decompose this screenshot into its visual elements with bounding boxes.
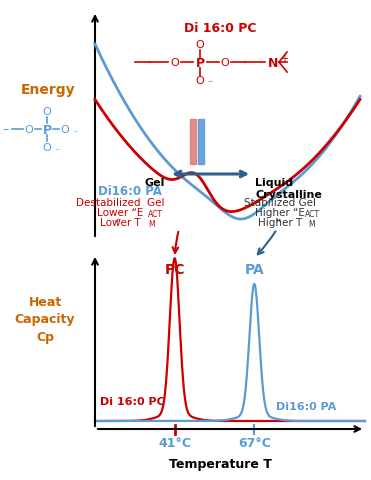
- Text: 67°C: 67°C: [238, 436, 271, 449]
- Text: Lower “E: Lower “E: [97, 207, 143, 217]
- Text: O: O: [196, 76, 204, 86]
- Text: Heat
Capacity
Cp: Heat Capacity Cp: [15, 296, 75, 343]
- Text: O: O: [171, 58, 179, 68]
- Text: Di 16:0 PC: Di 16:0 PC: [100, 396, 165, 406]
- Text: ACT: ACT: [305, 210, 320, 218]
- Text: ⁻: ⁻: [207, 79, 212, 89]
- Text: ”: ”: [275, 217, 280, 228]
- Text: Di16:0 PA: Di16:0 PA: [276, 401, 336, 411]
- Text: M: M: [148, 219, 155, 228]
- Text: Energy: Energy: [21, 83, 75, 97]
- Text: Higher “E: Higher “E: [255, 207, 305, 217]
- Text: Destabilized  Gel: Destabilized Gel: [76, 198, 164, 207]
- Text: Temperature T: Temperature T: [168, 457, 272, 470]
- Text: O: O: [43, 143, 51, 153]
- Text: ”: ”: [115, 217, 120, 228]
- Text: Stabilized Gel: Stabilized Gel: [244, 198, 316, 207]
- Text: PC: PC: [164, 263, 185, 276]
- Text: Di 16:0 PC: Di 16:0 PC: [184, 22, 256, 35]
- Text: P: P: [42, 123, 52, 136]
- Text: N: N: [268, 56, 278, 69]
- Text: ⁻: ⁻: [72, 129, 77, 139]
- Text: Gel: Gel: [145, 178, 165, 188]
- Text: O: O: [196, 40, 204, 50]
- Text: Di16:0 PA: Di16:0 PA: [98, 185, 162, 198]
- Text: Higher T: Higher T: [258, 217, 302, 228]
- Text: O: O: [221, 58, 229, 68]
- Text: Lower T: Lower T: [100, 217, 140, 228]
- Text: –: –: [3, 123, 9, 136]
- Text: P: P: [196, 56, 204, 69]
- Text: PA: PA: [244, 263, 264, 276]
- Text: 41°C: 41°C: [158, 436, 191, 449]
- Text: Liquid
Crystalline: Liquid Crystalline: [255, 178, 322, 199]
- Text: O: O: [60, 125, 69, 135]
- Bar: [190, 120, 196, 165]
- Text: ⁻: ⁻: [54, 147, 59, 156]
- Text: M: M: [308, 219, 315, 228]
- Bar: [198, 120, 204, 165]
- Text: +: +: [280, 54, 288, 64]
- Text: O: O: [24, 125, 33, 135]
- Text: O: O: [43, 107, 51, 117]
- Text: ACT: ACT: [148, 210, 163, 218]
